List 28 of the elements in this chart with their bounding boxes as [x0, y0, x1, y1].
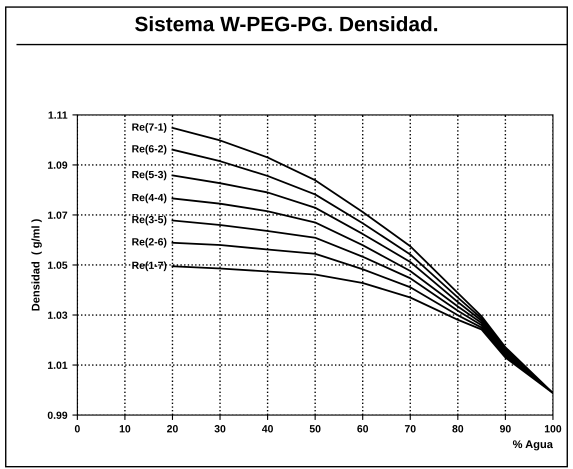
x-tick-label: 30: [214, 425, 226, 432]
y-tick-label: 1.11: [48, 112, 68, 119]
x-tick-label: 60: [357, 425, 368, 432]
y-tick-label: 1.05: [48, 261, 68, 269]
x-tick-label: 20: [167, 425, 178, 432]
y-tick-label: 1.03: [48, 312, 68, 319]
x-tick-label: 50: [310, 425, 321, 432]
x-tick-label: 10: [120, 425, 130, 432]
x-tick-label: 80: [452, 425, 464, 432]
x-axis-title: % Agua: [512, 440, 554, 450]
series-label: Re(7-1): [132, 123, 166, 133]
x-tick-label: 70: [404, 425, 416, 432]
x-tick-label: 0: [74, 425, 80, 432]
y-tick-label: 1.07: [48, 211, 68, 219]
y-tick-label: 1.01: [48, 362, 68, 369]
series-label: Re(4-4): [132, 194, 166, 204]
x-tick-label: 40: [262, 425, 273, 432]
y-axis-title: Densidad ( g/ml ): [31, 219, 42, 311]
series-label: Re(2-6): [132, 238, 166, 248]
y-tick-label: 0.99: [48, 412, 68, 419]
x-tick-label: 100: [544, 425, 562, 432]
series-label: Re(3-5): [132, 216, 166, 226]
x-tick-label: 90: [500, 425, 511, 432]
series-label: Re(1-7): [132, 261, 166, 272]
y-tick-label: 1.09: [48, 161, 68, 169]
series-label: Re(6-2): [132, 144, 166, 155]
chart-title: Sistema W-PEG-PG. Densidad.: [135, 16, 438, 32]
series-label: Re(5-3): [132, 170, 166, 180]
